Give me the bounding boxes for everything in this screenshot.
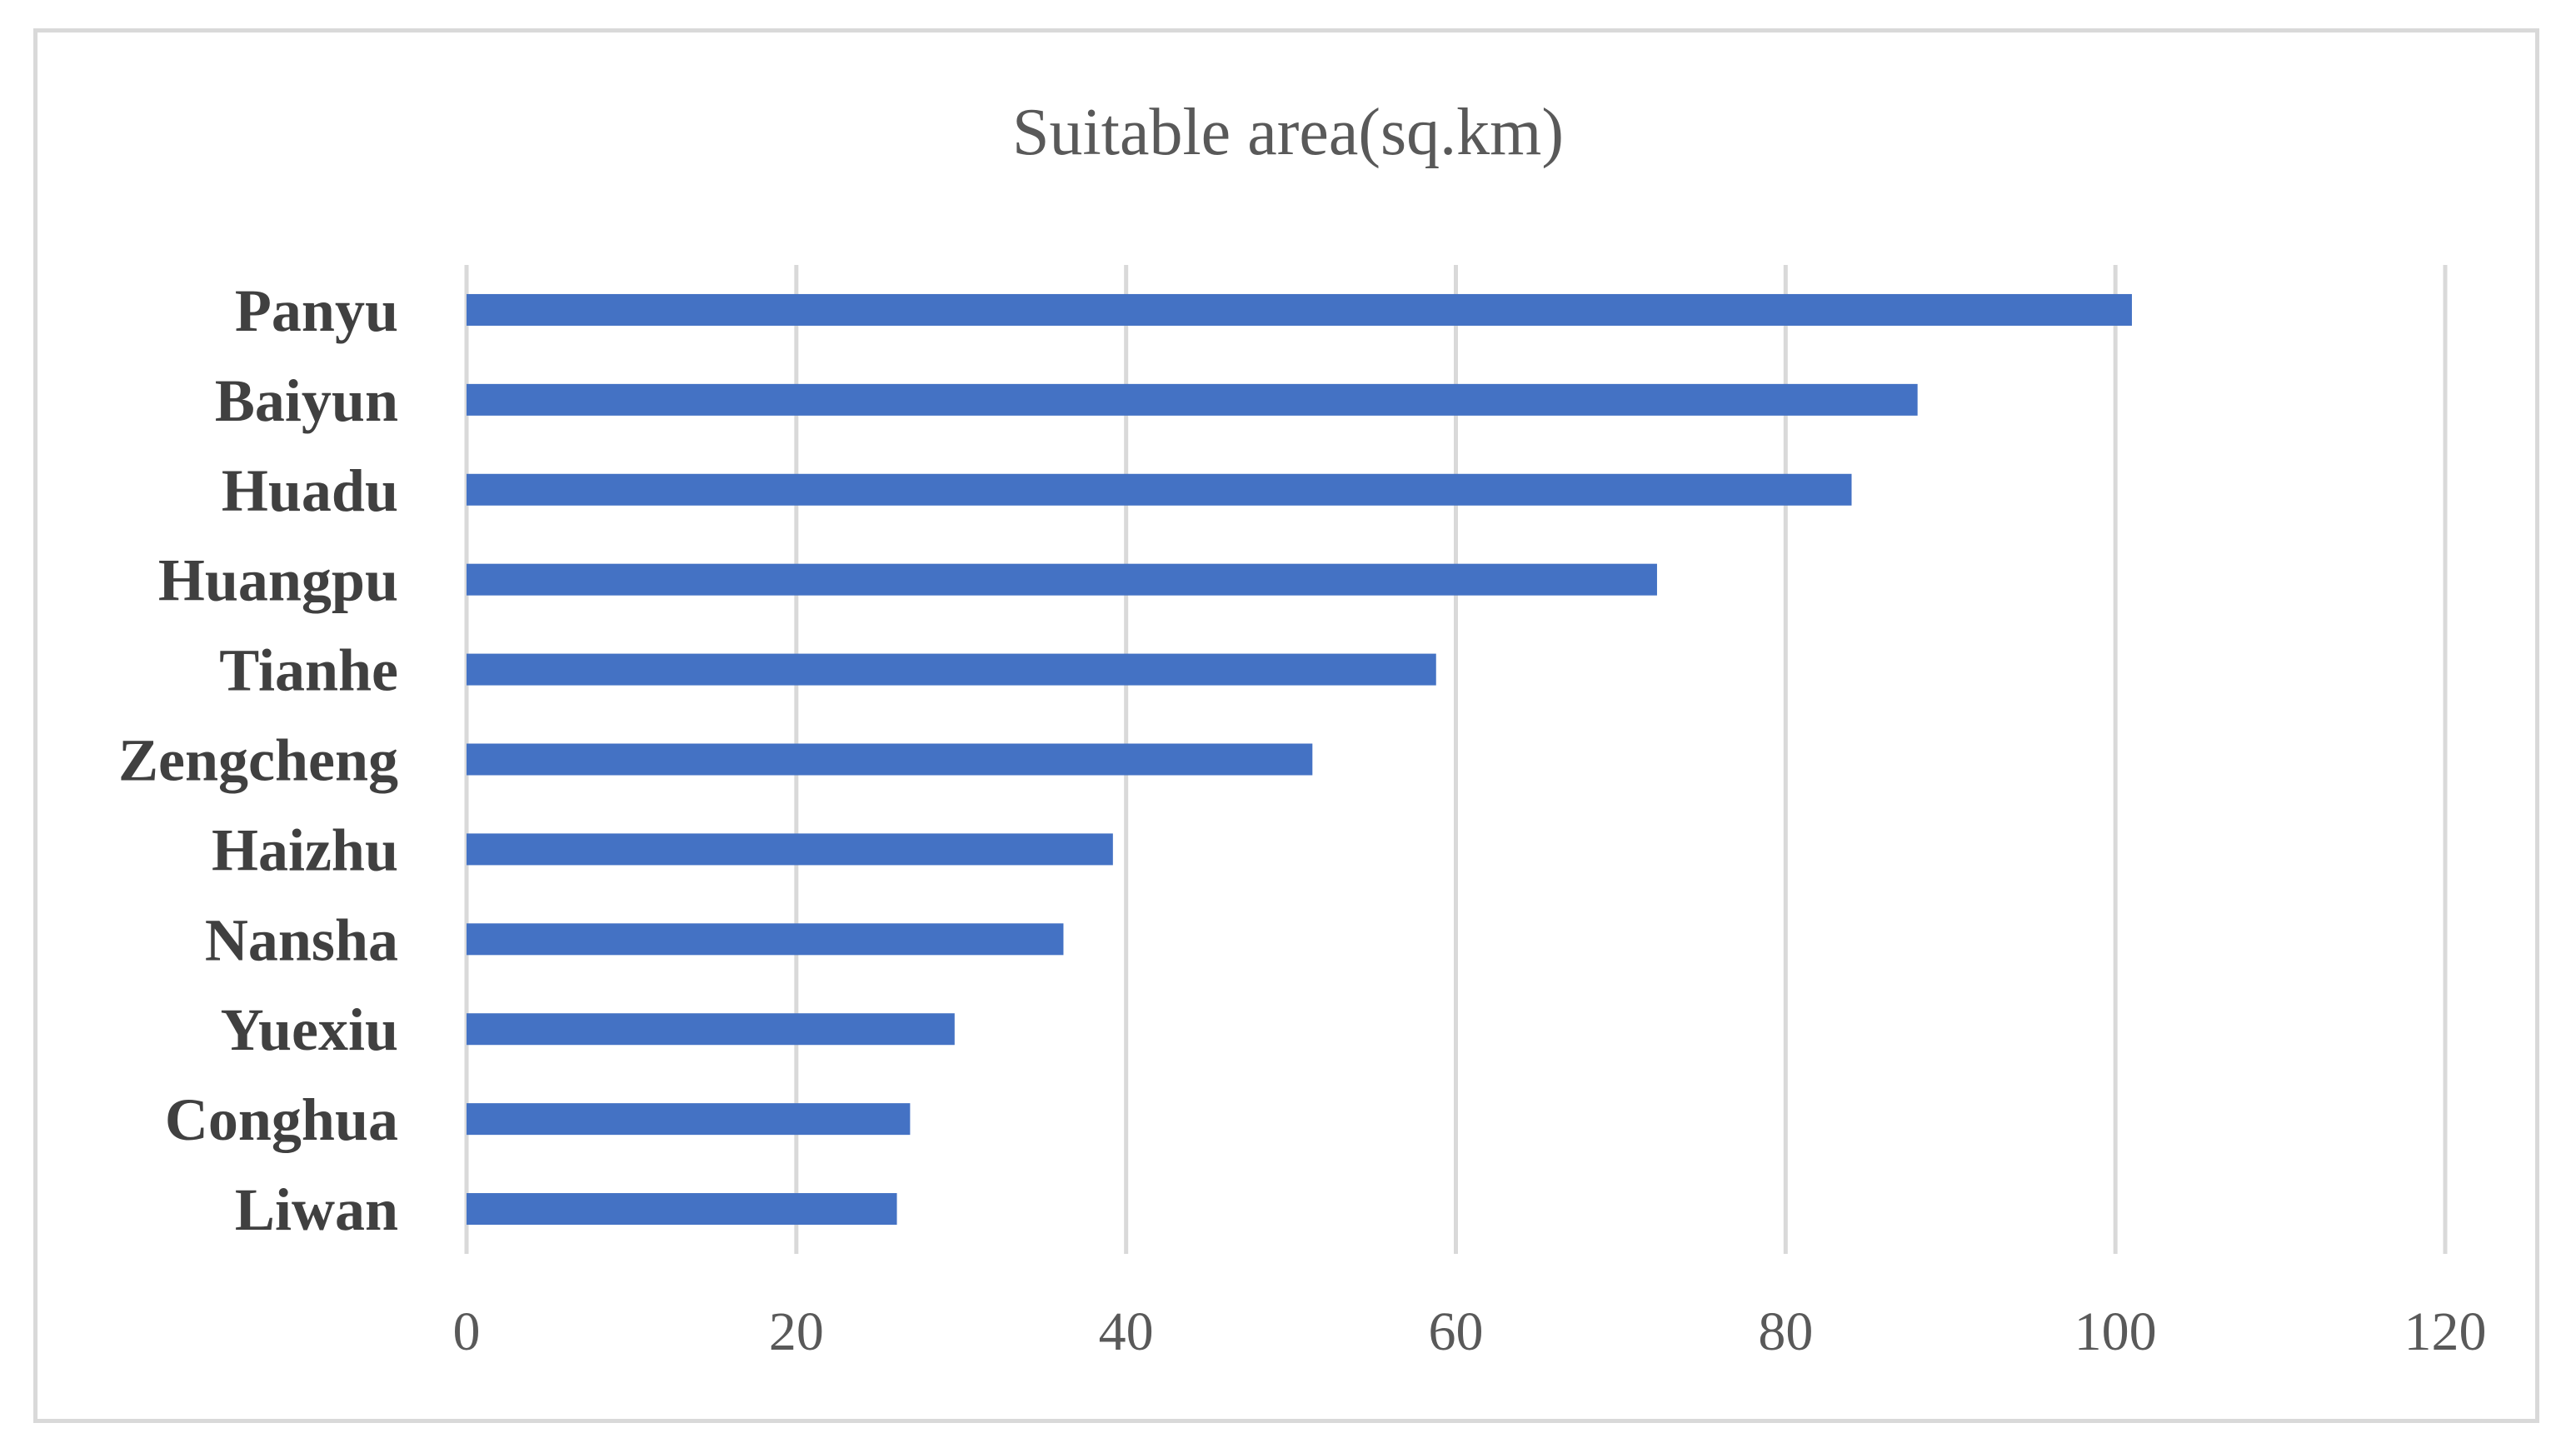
- category-label-baiyun: Baiyun: [215, 367, 398, 434]
- category-label-nansha: Nansha: [205, 906, 398, 973]
- category-label-panyu: Panyu: [235, 277, 398, 344]
- bar-panyu: [467, 293, 2132, 326]
- category-label-yuexiu: Yuexiu: [221, 996, 398, 1063]
- bar-yuexiu: [467, 1013, 955, 1046]
- x-tick-label-120: 120: [2404, 1301, 2487, 1362]
- bar-huadu: [467, 473, 1852, 506]
- bar-tianhe: [467, 653, 1436, 686]
- category-label-huangpu: Huangpu: [158, 547, 398, 614]
- x-tick-label-60: 60: [1429, 1301, 1484, 1362]
- bar-zengcheng: [467, 743, 1313, 776]
- category-label-liwan: Liwan: [235, 1176, 398, 1243]
- bar-haizhu: [467, 833, 1113, 866]
- category-label-haizhu: Haizhu: [212, 816, 398, 883]
- category-labels: Panyu Baiyun Huadu Huangpu Tianhe Zengcheng Ha…: [118, 277, 398, 1243]
- chart-title: Suitable area(sq.km): [1012, 96, 1564, 169]
- bar-huangpu: [467, 563, 1657, 596]
- x-axis-tick-labels: 0 20 40 60 80 100 120: [453, 1301, 2487, 1362]
- bar-baiyun: [467, 383, 1918, 416]
- category-label-tianhe: Tianhe: [219, 637, 398, 704]
- category-label-zengcheng: Zengcheng: [118, 727, 398, 794]
- category-label-conghua: Conghua: [165, 1086, 398, 1153]
- bar-nansha: [467, 923, 1064, 956]
- chart-frame: [33, 28, 2539, 1423]
- x-tick-label-20: 20: [769, 1301, 824, 1362]
- bars: [467, 293, 2132, 1226]
- x-tick-label-80: 80: [1758, 1301, 1813, 1362]
- gridlines: [464, 265, 2448, 1254]
- category-label-huadu: Huadu: [222, 457, 398, 524]
- bar-conghua: [467, 1103, 911, 1136]
- x-tick-label-0: 0: [453, 1301, 481, 1362]
- x-tick-label-100: 100: [2074, 1301, 2157, 1362]
- bar-liwan: [467, 1193, 897, 1226]
- x-tick-label-40: 40: [1099, 1301, 1154, 1362]
